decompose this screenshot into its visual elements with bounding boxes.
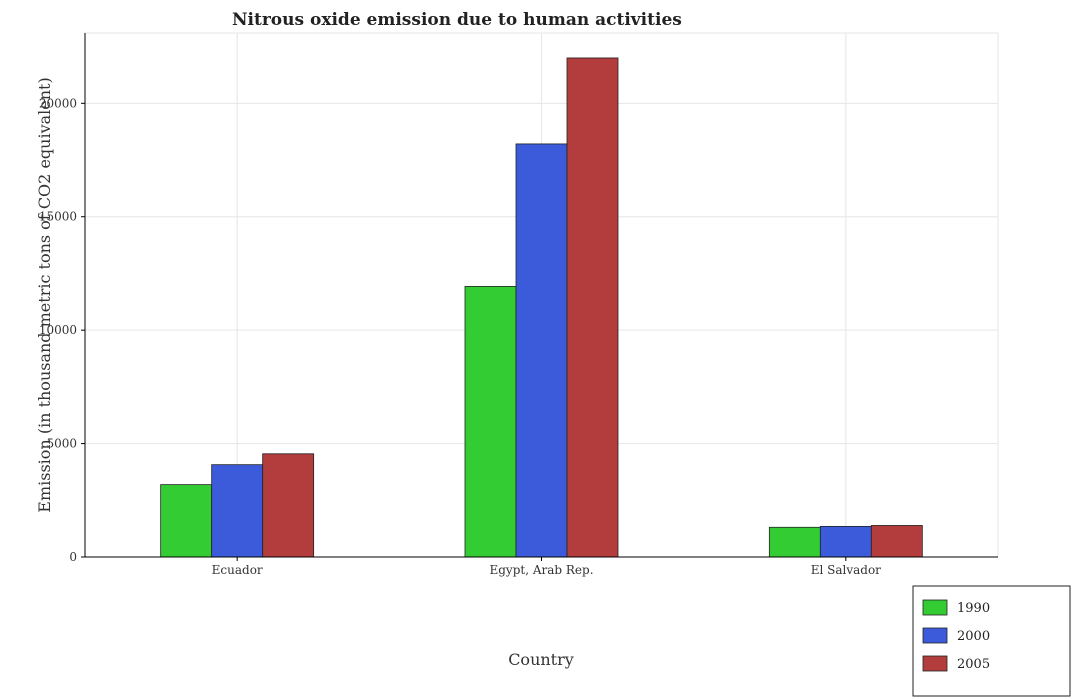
x-tick-label: Egypt, Arab Rep. xyxy=(489,563,593,577)
y-axis-title: Emission (in thousand metric tons of CO2… xyxy=(35,77,54,512)
bar-2000-0 xyxy=(211,464,264,558)
legend-swatch xyxy=(922,599,948,616)
bar-2000-2 xyxy=(819,525,872,558)
x-tick-label: Ecuador xyxy=(212,563,263,577)
y-tick-label: 10000 xyxy=(39,323,77,337)
x-axis-title: Country xyxy=(508,650,574,669)
y-tick-label: 15000 xyxy=(39,210,77,224)
y-tick-label: 5000 xyxy=(46,437,77,451)
legend-swatch xyxy=(922,655,948,672)
axis-ticks: Ecuador Egypt, Arab Rep. El Salvador 0 5000 1… xyxy=(39,96,881,577)
bar-1990-2 xyxy=(768,526,821,558)
legend-label: 2000 xyxy=(957,629,990,644)
chart-title: Nitrous oxide emission due to human acti… xyxy=(232,10,682,30)
bar-1990-1 xyxy=(464,285,517,558)
bar-2000-1 xyxy=(515,143,568,558)
bar-2005-0 xyxy=(262,453,315,558)
legend-label: 2005 xyxy=(957,657,990,672)
legend-swatch xyxy=(922,627,948,644)
y-tick-label: 0 xyxy=(69,550,77,564)
bar-1990-0 xyxy=(160,484,213,558)
y-tick-label: 20000 xyxy=(39,96,77,110)
grid-lines xyxy=(85,32,999,558)
legend: 1990 2000 2005 xyxy=(912,585,1071,697)
bar-2005-1 xyxy=(566,57,619,558)
x-tick-label: El Salvador xyxy=(811,563,881,577)
legend-label: 1990 xyxy=(957,601,990,616)
bar-2005-2 xyxy=(870,525,923,558)
